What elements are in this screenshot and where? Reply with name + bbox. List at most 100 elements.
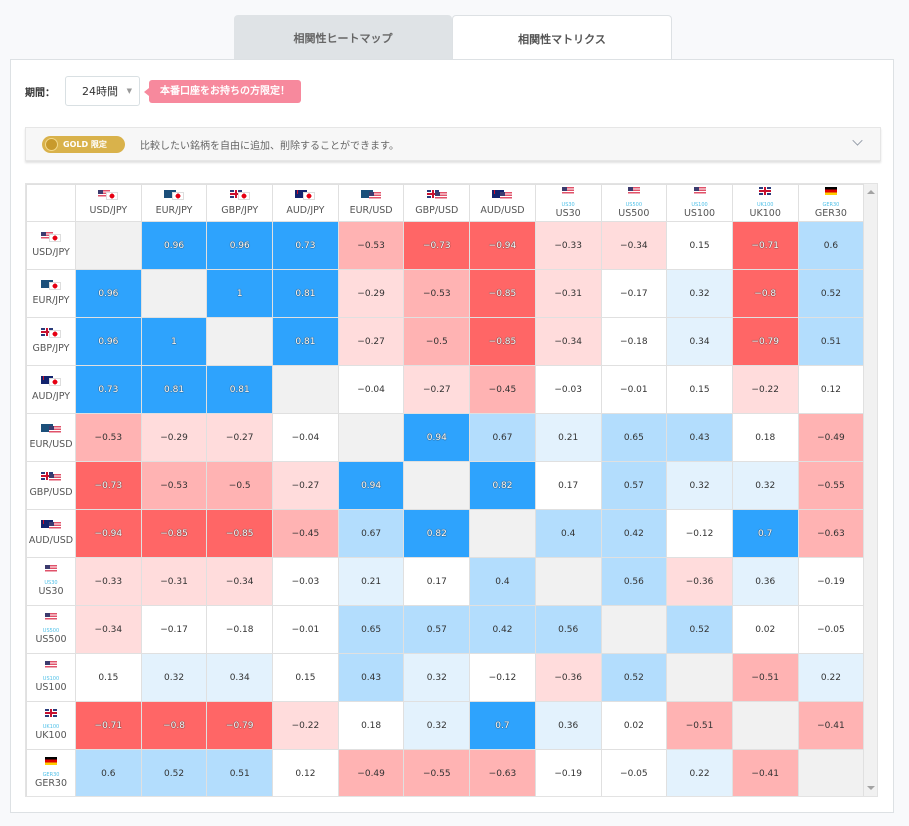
- correlation-cell[interactable]: −0.03: [272, 557, 339, 606]
- correlation-cell[interactable]: −0.27: [272, 461, 339, 510]
- correlation-cell[interactable]: −0.04: [272, 413, 339, 462]
- correlation-cell[interactable]: 0.22: [797, 653, 865, 702]
- correlation-cell[interactable]: −0.12: [469, 653, 536, 702]
- correlation-cell[interactable]: 0.94: [403, 413, 471, 462]
- correlation-cell[interactable]: 0.4: [534, 509, 602, 558]
- correlation-cell[interactable]: 0.57: [600, 461, 668, 510]
- correlation-cell[interactable]: −0.79: [731, 317, 799, 366]
- correlation-cell[interactable]: 0.15: [666, 365, 733, 414]
- correlation-cell[interactable]: −0.29: [140, 413, 208, 462]
- correlation-cell[interactable]: −0.22: [272, 701, 339, 750]
- correlation-cell[interactable]: 0.18: [731, 413, 799, 462]
- correlation-cell[interactable]: −0.63: [469, 749, 536, 796]
- correlation-cell[interactable]: 0.34: [666, 317, 733, 366]
- correlation-cell[interactable]: 0.34: [206, 653, 274, 702]
- correlation-cell[interactable]: −0.34: [206, 557, 274, 606]
- correlation-cell[interactable]: −0.01: [600, 365, 668, 414]
- correlation-cell[interactable]: −0.27: [403, 365, 471, 414]
- correlation-cell[interactable]: −0.71: [731, 221, 799, 270]
- correlation-cell[interactable]: 1: [206, 269, 274, 318]
- correlation-cell[interactable]: 0.32: [403, 701, 471, 750]
- correlation-cell[interactable]: 0.51: [206, 749, 274, 796]
- correlation-cell[interactable]: 0.32: [666, 269, 733, 318]
- correlation-cell[interactable]: 0.56: [534, 605, 602, 654]
- correlation-cell[interactable]: −0.31: [140, 557, 208, 606]
- correlation-cell[interactable]: −0.33: [75, 557, 142, 606]
- correlation-cell[interactable]: −0.34: [534, 317, 602, 366]
- correlation-cell[interactable]: 0.73: [272, 221, 339, 270]
- correlation-cell[interactable]: −0.53: [337, 221, 405, 270]
- correlation-cell[interactable]: −0.36: [666, 557, 733, 606]
- correlation-cell[interactable]: 0.67: [469, 413, 536, 462]
- correlation-cell[interactable]: −0.53: [403, 269, 471, 318]
- correlation-cell[interactable]: 0.73: [75, 365, 142, 414]
- correlation-cell[interactable]: 0.81: [272, 269, 339, 318]
- correlation-cell[interactable]: −0.85: [206, 509, 274, 558]
- correlation-cell[interactable]: 0.96: [206, 221, 274, 270]
- correlation-cell[interactable]: 1: [140, 317, 208, 366]
- correlation-cell[interactable]: 0.52: [666, 605, 733, 654]
- correlation-cell[interactable]: −0.12: [666, 509, 733, 558]
- correlation-cell[interactable]: −0.8: [140, 701, 208, 750]
- correlation-cell[interactable]: 0.7: [731, 509, 799, 558]
- scroll-up-arrow-icon[interactable]: [867, 190, 875, 194]
- correlation-cell[interactable]: −0.41: [731, 749, 799, 796]
- correlation-cell[interactable]: 0.21: [534, 413, 602, 462]
- correlation-cell[interactable]: 0.32: [140, 653, 208, 702]
- correlation-cell[interactable]: −0.85: [140, 509, 208, 558]
- correlation-cell[interactable]: 0.15: [75, 653, 142, 702]
- correlation-cell[interactable]: 0.65: [337, 605, 405, 654]
- correlation-cell[interactable]: 0.57: [403, 605, 471, 654]
- correlation-cell[interactable]: −0.05: [600, 749, 668, 796]
- correlation-cell[interactable]: 0.96: [140, 221, 208, 270]
- correlation-cell[interactable]: −0.85: [469, 317, 536, 366]
- correlation-cell[interactable]: 0.32: [731, 461, 799, 510]
- correlation-cell[interactable]: 0.6: [797, 221, 865, 270]
- correlation-cell[interactable]: 0.94: [337, 461, 405, 510]
- correlation-cell[interactable]: −0.94: [75, 509, 142, 558]
- correlation-cell[interactable]: −0.41: [797, 701, 865, 750]
- correlation-cell[interactable]: −0.01: [272, 605, 339, 654]
- correlation-cell[interactable]: −0.03: [534, 365, 602, 414]
- correlation-cell[interactable]: −0.33: [534, 221, 602, 270]
- correlation-cell[interactable]: 0.52: [797, 269, 865, 318]
- correlation-cell[interactable]: −0.5: [403, 317, 471, 366]
- correlation-cell[interactable]: 0.42: [600, 509, 668, 558]
- scroll-down-arrow-icon[interactable]: [867, 786, 875, 790]
- period-select[interactable]: 24時間 ▼: [65, 76, 140, 106]
- correlation-cell[interactable]: −0.73: [75, 461, 142, 510]
- correlation-cell[interactable]: 0.51: [797, 317, 865, 366]
- correlation-cell[interactable]: 0.22: [666, 749, 733, 796]
- correlation-cell[interactable]: −0.36: [534, 653, 602, 702]
- correlation-cell[interactable]: 0.43: [337, 653, 405, 702]
- correlation-cell[interactable]: 0.17: [403, 557, 471, 606]
- correlation-cell[interactable]: −0.31: [534, 269, 602, 318]
- correlation-cell[interactable]: 0.32: [403, 653, 471, 702]
- correlation-cell[interactable]: −0.53: [75, 413, 142, 462]
- correlation-cell[interactable]: 0.81: [272, 317, 339, 366]
- correlation-cell[interactable]: 0.17: [534, 461, 602, 510]
- correlation-cell[interactable]: 0.02: [600, 701, 668, 750]
- correlation-cell[interactable]: −0.71: [75, 701, 142, 750]
- correlation-cell[interactable]: 0.6: [75, 749, 142, 796]
- correlation-cell[interactable]: 0.56: [600, 557, 668, 606]
- correlation-cell[interactable]: −0.27: [206, 413, 274, 462]
- correlation-cell[interactable]: 0.81: [206, 365, 274, 414]
- correlation-cell[interactable]: −0.18: [600, 317, 668, 366]
- correlation-cell[interactable]: −0.8: [731, 269, 799, 318]
- correlation-cell[interactable]: 0.12: [272, 749, 339, 796]
- correlation-cell[interactable]: 0.15: [272, 653, 339, 702]
- chevron-down-icon[interactable]: [852, 135, 863, 146]
- correlation-cell[interactable]: −0.18: [206, 605, 274, 654]
- gold-feature-bar[interactable]: GOLD 限定 比較したい銘柄を自由に追加、削除することができます。: [25, 127, 881, 161]
- correlation-cell[interactable]: 0.82: [403, 509, 471, 558]
- correlation-cell[interactable]: 0.82: [469, 461, 536, 510]
- correlation-cell[interactable]: 0.02: [731, 605, 799, 654]
- correlation-cell[interactable]: −0.55: [403, 749, 471, 796]
- correlation-cell[interactable]: 0.43: [666, 413, 733, 462]
- correlation-cell[interactable]: −0.04: [337, 365, 405, 414]
- correlation-cell[interactable]: −0.19: [797, 557, 865, 606]
- correlation-cell[interactable]: −0.49: [797, 413, 865, 462]
- tab-matrix[interactable]: 相関性マトリクス: [452, 15, 672, 61]
- tab-heatmap[interactable]: 相関性ヒートマップ: [234, 15, 452, 60]
